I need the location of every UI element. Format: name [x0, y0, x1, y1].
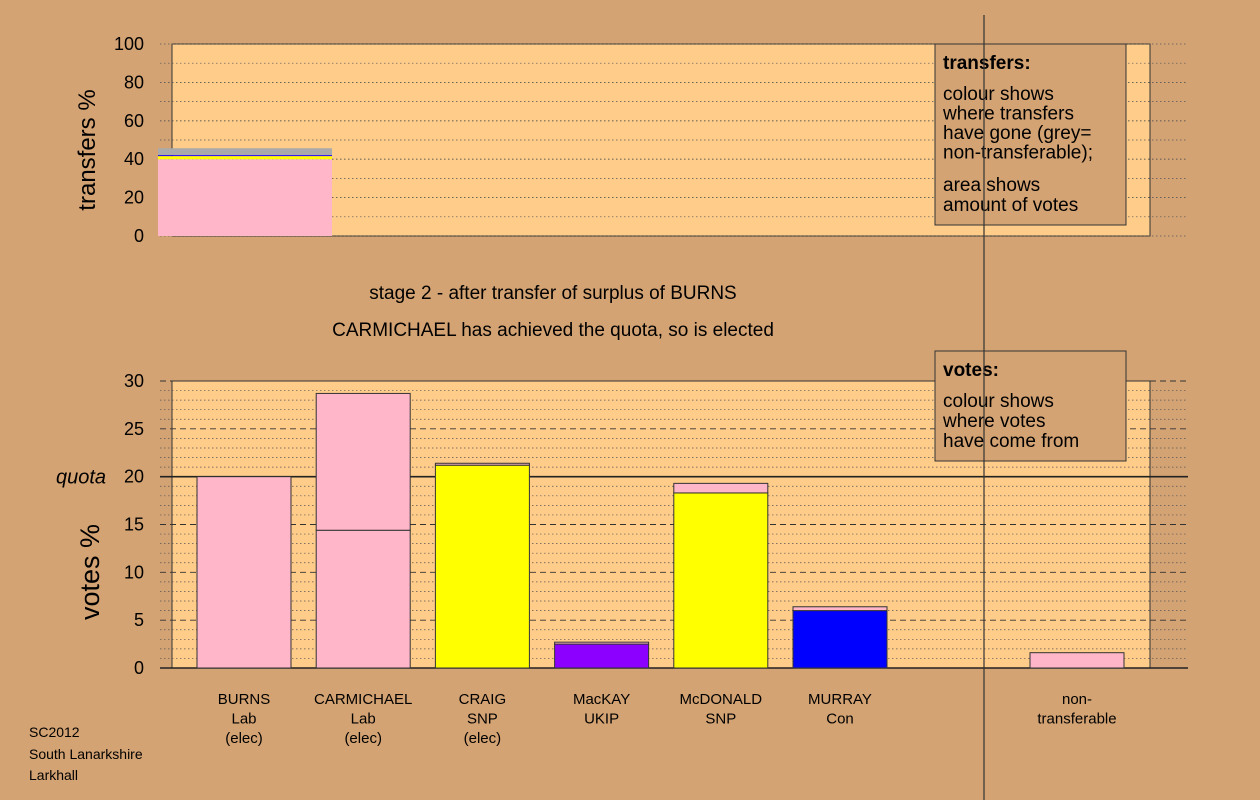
bar-carmichael-segment-1 — [315, 529, 411, 669]
status-caption: CARMICHAEL has achieved the quota, so is… — [332, 320, 774, 341]
votes-legend-title: votes: — [943, 360, 999, 381]
stage-caption: stage 2 - after transfer of surplus of B… — [369, 283, 737, 304]
transfers-legend-line: where transfers — [942, 104, 1074, 125]
transfers-y-tick-label: 40 — [124, 149, 144, 169]
candidate-label-carmichael: Lab — [351, 711, 376, 728]
bar-craig-segment-1 — [434, 464, 530, 669]
votes-legend-line: colour shows — [943, 391, 1054, 412]
bar-craig-segment-2 — [434, 462, 530, 466]
transfers-segment-lab — [158, 159, 332, 236]
transfers-legend-line: have gone (grey= — [943, 123, 1091, 144]
bar-mackay-segment-2 — [554, 641, 650, 645]
votes-y-tick-label: 0 — [134, 658, 144, 678]
bar-nontransferable-segment-1 — [1029, 652, 1125, 669]
transfers-y-tick-label: 100 — [114, 34, 144, 54]
transfers-legend-line: area shows — [943, 175, 1040, 196]
candidate-label-mcdonald: McDONALD — [680, 691, 763, 708]
votes-y-tick-label: 25 — [124, 419, 144, 439]
transfers-y-tick-label: 80 — [124, 72, 144, 92]
bar-mackay-segment-1 — [554, 643, 650, 669]
bar-burns-segment-1 — [196, 476, 292, 669]
candidate-label-mcdonald: SNP — [705, 711, 736, 728]
footer-line-1: SC2012 — [29, 724, 80, 740]
transfers-segment-non-transferable — [158, 148, 332, 155]
bar-mcdonald-segment-1 — [673, 492, 769, 669]
transfers-y-tick-label: 20 — [124, 188, 144, 208]
transfers-y-axis-label: transfers % — [74, 89, 101, 210]
transfers-legend-line: amount of votes — [943, 195, 1078, 216]
votes-legend-line: have come from — [943, 431, 1079, 452]
transfers-legend-line: non-transferable); — [943, 143, 1093, 164]
votes-y-tick-label: 20 — [124, 467, 144, 487]
transfers-legend-line: colour shows — [943, 84, 1054, 105]
transfers-y-tick-label: 60 — [124, 111, 144, 131]
candidate-label-burns: Lab — [231, 711, 256, 728]
candidate-label-craig: CRAIG — [459, 691, 507, 708]
bar-murray-segment-2 — [792, 606, 888, 612]
votes-y-axis-label: votes % — [75, 524, 105, 620]
transfers-segment-con — [158, 154, 332, 156]
candidate-label-craig: (elec) — [464, 730, 502, 747]
candidate-label-mackay: UKIP — [584, 711, 619, 728]
bar-mcdonald-segment-2 — [673, 482, 769, 494]
transfers-legend-title: transfers: — [943, 53, 1031, 74]
quota-label: quota — [56, 467, 106, 489]
votes-y-tick-label: 15 — [124, 515, 144, 535]
votes-legend-box — [934, 350, 1127, 462]
bar-murray-segment-1 — [792, 610, 888, 669]
candidate-label-nontransferable: non- — [1062, 691, 1092, 708]
transfers-segment-snp — [158, 156, 332, 160]
transfers-legend-box — [934, 43, 1127, 226]
votes-y-tick-label: 30 — [124, 371, 144, 391]
candidate-label-murray: Con — [826, 711, 854, 728]
footer-line-3: Larkhall — [29, 767, 78, 783]
bar-carmichael-segment-2 — [315, 392, 411, 531]
candidate-label-burns: (elec) — [225, 730, 263, 747]
votes-chart: 0 5 10 15 20 25 30 quota votes % BURNS Lab (elec) CA… — [56, 350, 1188, 747]
candidate-label-mackay: MacKAY — [573, 691, 630, 708]
votes-y-tick-label: 5 — [134, 610, 144, 630]
transfers-y-tick-label: 0 — [134, 226, 144, 246]
candidate-label-nontransferable: transferable — [1037, 711, 1116, 728]
votes-legend-line: where votes — [942, 411, 1045, 432]
candidate-label-craig: SNP — [467, 711, 498, 728]
candidate-label-carmichael: (elec) — [344, 730, 382, 747]
candidate-label-carmichael: CARMICHAEL — [314, 691, 412, 708]
candidate-label-burns: BURNS — [218, 691, 271, 708]
transfers-chart: 0 20 40 60 80 100 transfers % transfers: colour … — [74, 34, 1188, 246]
footer-line-2: South Lanarkshire — [29, 746, 143, 762]
votes-y-tick-label: 10 — [124, 562, 144, 582]
footer: SC2012 South Lanarkshire Larkhall — [29, 724, 143, 783]
candidate-label-murray: MURRAY — [808, 691, 872, 708]
